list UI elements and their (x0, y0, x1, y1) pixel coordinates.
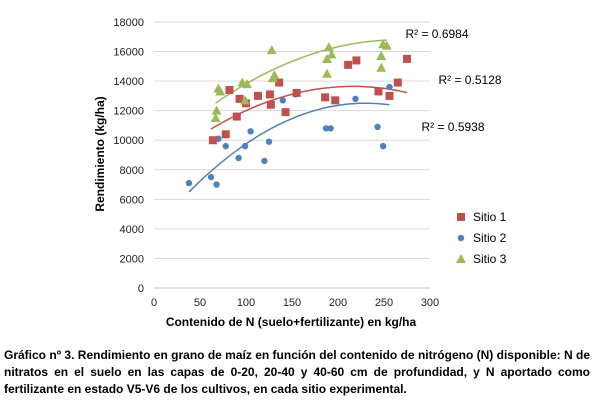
data-point-sitio-2 (247, 128, 254, 135)
data-point-sitio-2 (265, 138, 273, 145)
data-point-sitio-1 (265, 90, 274, 99)
data-point-sitio-1 (331, 96, 340, 105)
data-point-sitio-2 (322, 125, 330, 132)
data-point-sitio-3 (376, 50, 387, 60)
trend-line-1 (210, 85, 408, 130)
data-point-sitio-1 (393, 78, 402, 87)
data-point-sitio-3 (211, 105, 222, 115)
data-point-sitio-1 (352, 56, 361, 65)
data-point-sitio-3 (321, 68, 332, 78)
data-point-sitio-2 (185, 179, 193, 187)
y-tick-label: 8000 (120, 165, 144, 177)
trend-lines (188, 39, 408, 193)
x-tick-label: 100 (237, 297, 255, 309)
x-tick-label: 300 (421, 297, 439, 309)
trend-line-2 (188, 102, 390, 193)
y-tick-label: 10000 (113, 135, 144, 147)
data-point-sitio-3 (215, 86, 226, 96)
x-tick-label: 50 (194, 297, 206, 309)
x-tick-label: 200 (329, 297, 347, 309)
legend: Sitio 1 Sitio 2 Sitio 3 (456, 210, 507, 266)
data-point-sitio-2 (213, 181, 220, 188)
legend-label: Sitio 3 (473, 252, 507, 266)
y-tick-label: 14000 (113, 76, 144, 88)
scatter-chart: 0200040006000800010000120001400016000180… (93, 17, 507, 329)
data-point-sitio-1 (266, 100, 275, 109)
y-tick-label: 4000 (120, 224, 144, 236)
r2-label: R² = 0.6984 (405, 27, 468, 41)
data-point-sitio-3 (210, 113, 221, 123)
data-point-sitio-1 (321, 93, 330, 102)
x-tick-label: 250 (375, 297, 393, 309)
data-point-sitio-2 (261, 157, 268, 165)
data-point-sitio-2 (279, 97, 286, 104)
data-point-sitio-1 (344, 60, 353, 69)
y-tick-label: 2000 (120, 253, 144, 265)
x-axis-title: Contenido de N (suelo+fertilizante) en k… (166, 315, 417, 329)
y-tick-label: 6000 (120, 194, 144, 206)
y-tick-label: 0 (138, 283, 144, 295)
data-point-sitio-1 (275, 78, 284, 87)
data-point-sitio-2 (327, 125, 334, 132)
data-point-sitio-2 (386, 83, 393, 91)
data-point-sitio-3 (381, 40, 392, 50)
x-tick-label: 150 (283, 297, 301, 309)
data-point-sitio-1 (281, 108, 290, 117)
trend-line-3 (215, 39, 387, 104)
data-point-sitio-3 (240, 95, 251, 105)
data-point-sitio-1 (225, 85, 234, 94)
legend-marker-2 (457, 234, 465, 242)
x-tick-labels: 0 50 100 150 200 250 300 (151, 297, 439, 309)
data-point-sitio-2 (374, 123, 381, 131)
data-point-sitio-2 (241, 142, 249, 150)
data-point-sitio-1 (403, 54, 411, 63)
r2-label: R² = 0.5938 (421, 120, 484, 134)
data-point-sitio-3 (269, 70, 280, 80)
legend-label: Sitio 1 (473, 210, 507, 224)
y-tick-label: 18000 (113, 17, 144, 29)
data-point-sitio-2 (352, 95, 359, 103)
y-tick-label: 16000 (113, 47, 144, 59)
legend-marker-3 (456, 254, 466, 263)
data-point-sitio-1 (232, 112, 241, 121)
data-point-sitio-2 (207, 173, 215, 181)
data-points (185, 39, 411, 188)
r2-labels: R² = 0.5128 R² = 0.5938 R² = 0.6984 (405, 27, 501, 134)
data-point-sitio-1 (253, 91, 262, 100)
data-point-sitio-1 (235, 94, 244, 103)
data-point-sitio-2 (235, 154, 242, 162)
legend-label: Sitio 2 (473, 231, 507, 245)
data-point-sitio-1 (221, 130, 230, 139)
data-point-sitio-3 (376, 62, 387, 72)
r2-label: R² = 0.5128 (438, 73, 501, 87)
legend-marker-1 (457, 213, 465, 221)
data-point-sitio-3 (266, 45, 277, 55)
y-axis-title: Rendimiento (kg/ha) (93, 96, 107, 211)
data-point-sitio-1 (374, 87, 383, 96)
y-tick-labels: 0 2000 4000 6000 8000 10000 12000 14000 16000 180… (113, 17, 144, 295)
y-tick-label: 12000 (113, 106, 144, 118)
x-tick-label: 0 (151, 297, 157, 309)
data-point-sitio-1 (208, 136, 217, 145)
data-point-sitio-1 (292, 88, 301, 97)
grid-lines (154, 21, 430, 259)
data-point-sitio-2 (222, 142, 229, 150)
data-point-sitio-3 (323, 42, 334, 52)
figure-caption: Gráfico nº 3. Rendimiento en grano de ma… (4, 348, 590, 396)
data-point-sitio-3 (326, 49, 337, 59)
data-point-sitio-2 (379, 142, 387, 150)
data-point-sitio-3 (241, 79, 252, 89)
data-point-sitio-1 (385, 91, 394, 100)
